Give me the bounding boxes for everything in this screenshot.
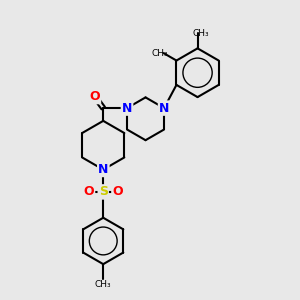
Text: O: O xyxy=(112,185,123,198)
Text: S: S xyxy=(99,185,108,198)
Text: N: N xyxy=(98,163,108,176)
Text: O: O xyxy=(84,185,94,198)
Text: CH₃: CH₃ xyxy=(193,29,209,38)
Text: N: N xyxy=(159,102,169,115)
Text: N: N xyxy=(122,102,132,115)
Text: S: S xyxy=(99,185,108,198)
Text: N: N xyxy=(98,163,108,176)
Text: CH₃: CH₃ xyxy=(152,49,168,58)
Text: N: N xyxy=(122,102,132,115)
Text: CH₃: CH₃ xyxy=(95,280,112,290)
Text: N: N xyxy=(159,102,169,115)
Text: O: O xyxy=(90,90,100,103)
